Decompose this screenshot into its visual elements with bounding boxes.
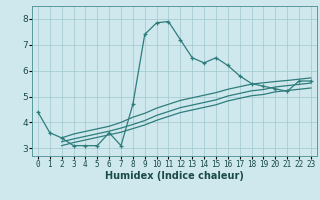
X-axis label: Humidex (Indice chaleur): Humidex (Indice chaleur) xyxy=(105,171,244,181)
